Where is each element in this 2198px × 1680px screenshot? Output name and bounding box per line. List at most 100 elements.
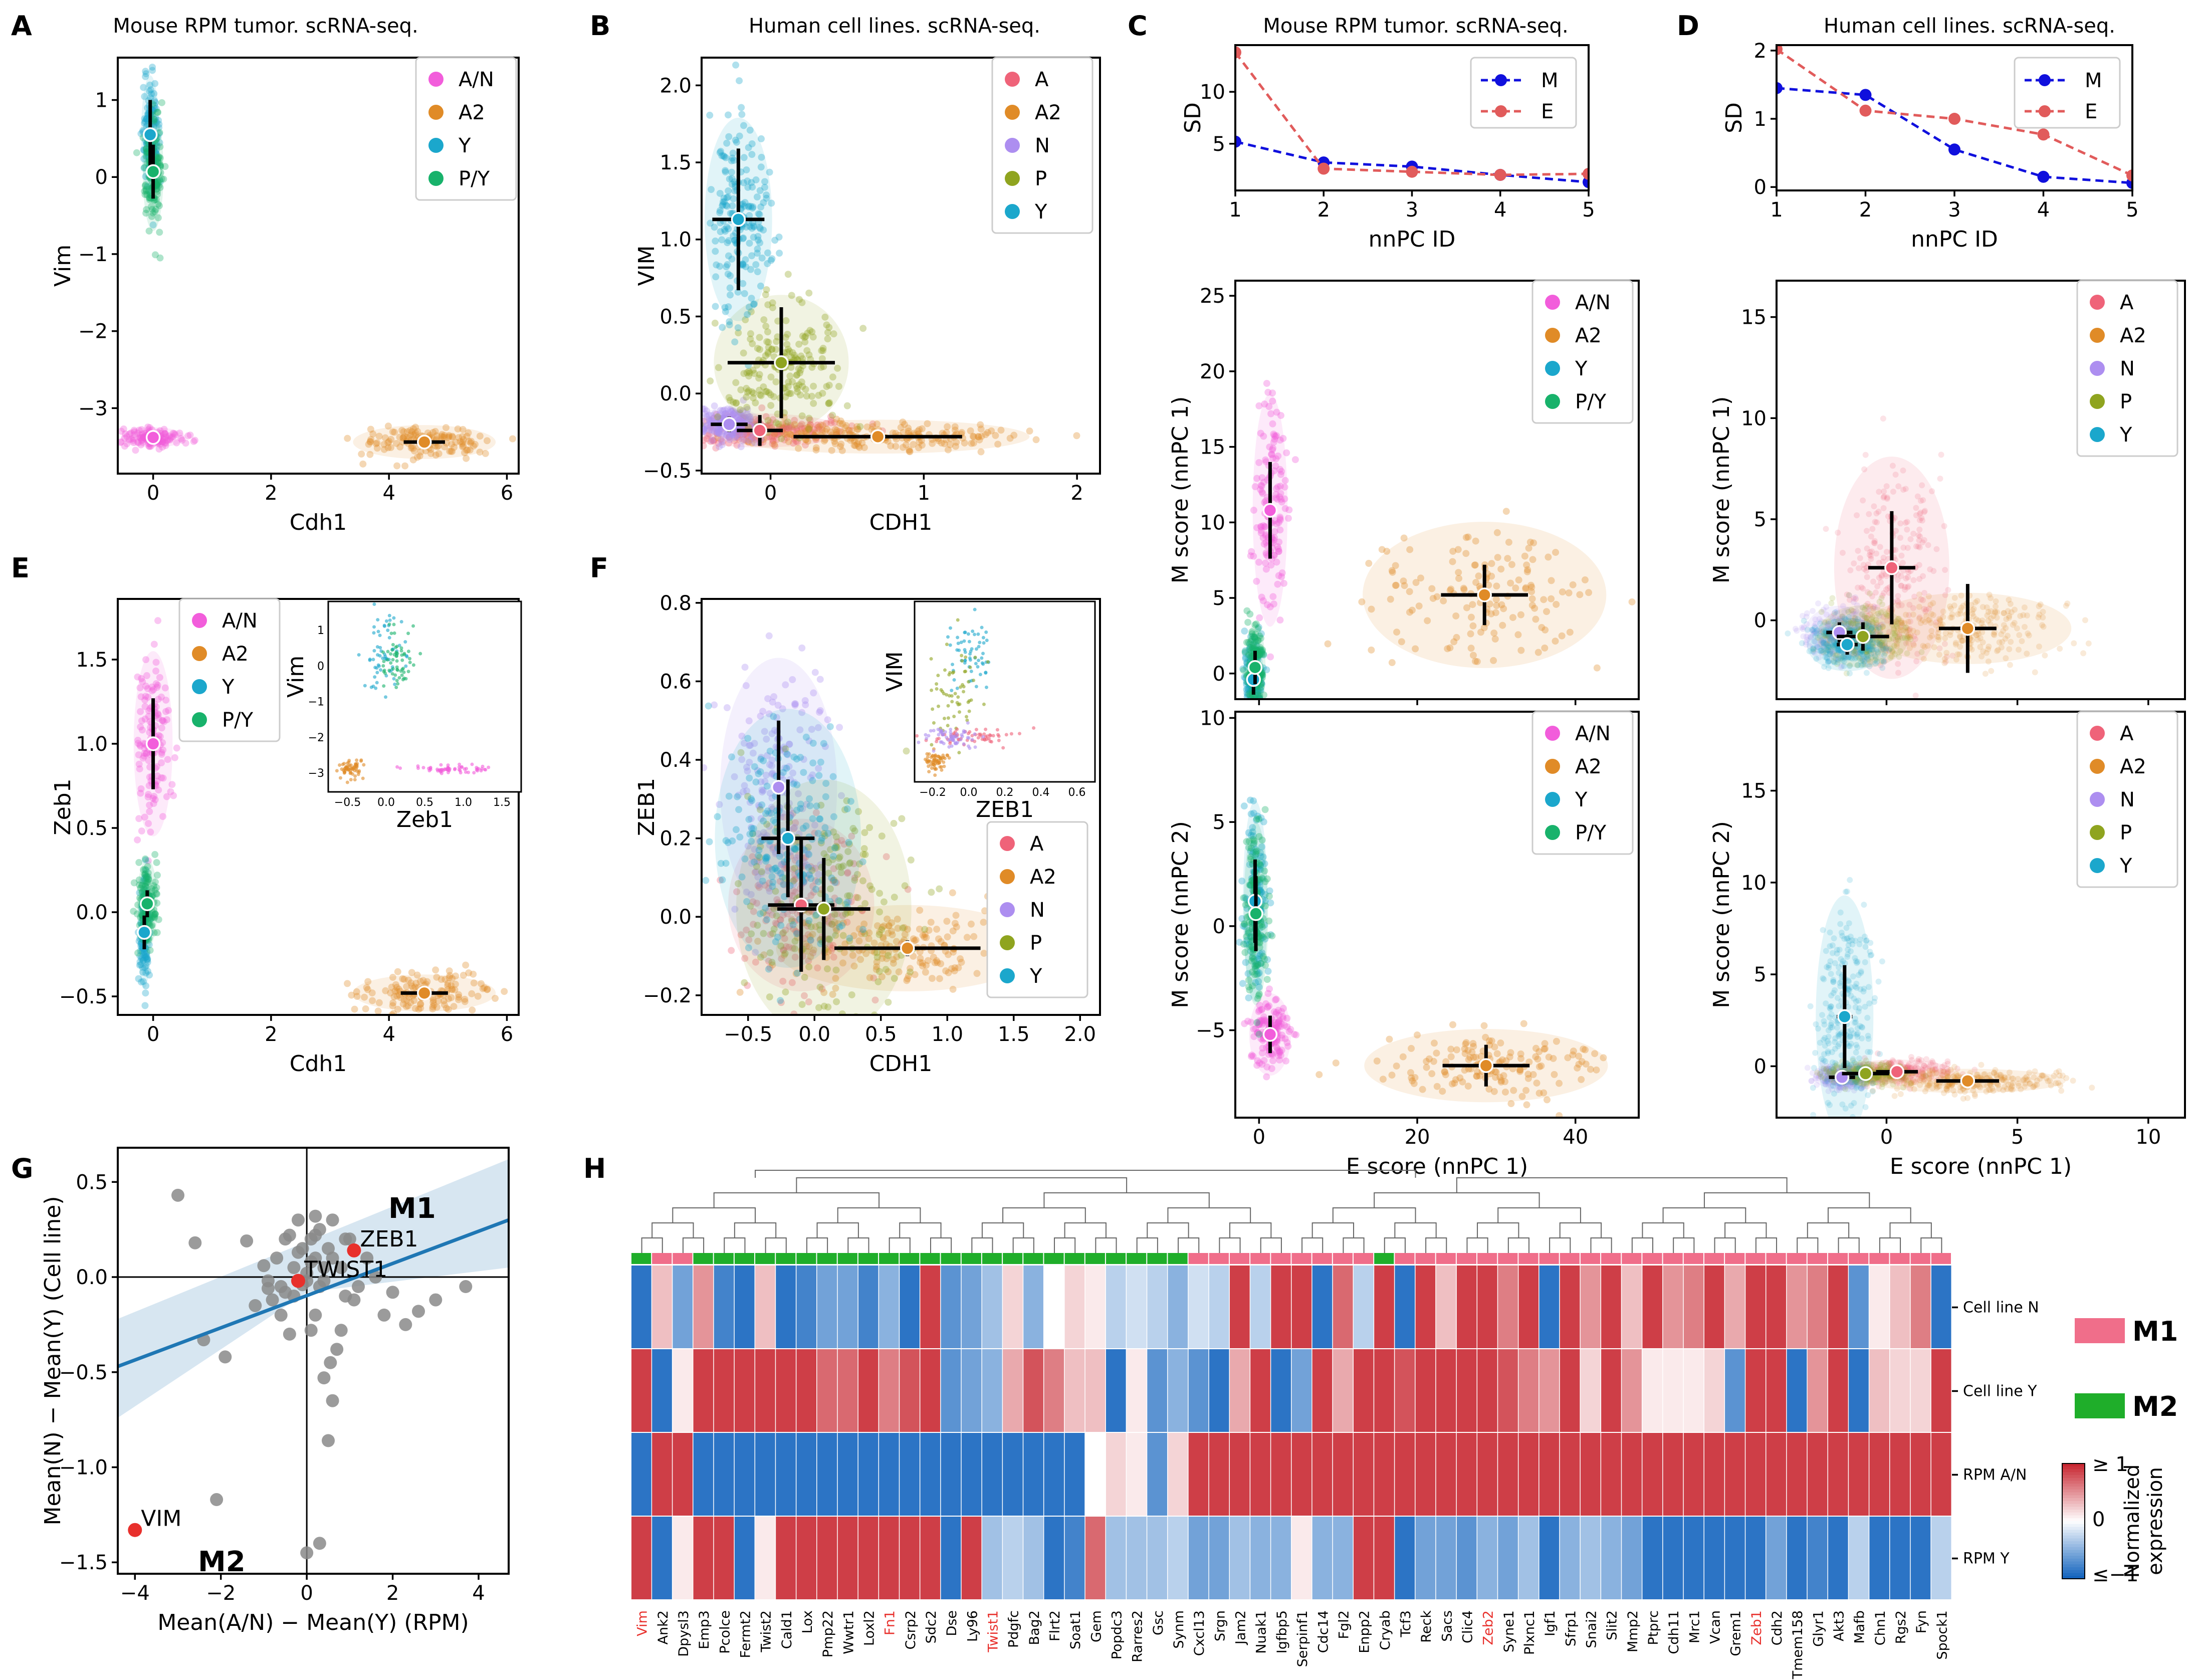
point-N [789, 676, 796, 684]
point-A/N [1255, 459, 1263, 466]
point-N [703, 413, 711, 421]
point-Y [142, 989, 149, 997]
point-A/N [134, 740, 142, 747]
point-Y [1261, 891, 1269, 898]
point-A/N [1256, 486, 1264, 493]
point-N [762, 771, 770, 779]
point-A2 [484, 985, 491, 993]
point-A2 [1387, 595, 1394, 603]
point-A [781, 431, 789, 438]
point-A/N [139, 435, 147, 442]
point-N [769, 769, 776, 777]
point-A/N [1274, 1045, 1281, 1053]
inset-point-A [982, 732, 986, 736]
inset-point-A2 [342, 761, 346, 765]
point-Y [766, 168, 773, 176]
point-A2 [918, 442, 926, 449]
point-A [777, 999, 785, 1006]
point-A/N [142, 750, 150, 758]
point-A [789, 892, 797, 900]
point-Y [1257, 814, 1265, 821]
point-A2 [1532, 1044, 1540, 1052]
inset-point-N [937, 733, 941, 737]
point-A2 [903, 977, 911, 984]
point-P [727, 396, 734, 404]
point-A2 [791, 421, 798, 428]
point-P/Y [142, 145, 150, 152]
point-A2 [1569, 581, 1577, 588]
point-P [825, 935, 833, 943]
point-A2 [408, 443, 415, 450]
point-Y [150, 120, 158, 128]
point-A/N [1273, 432, 1280, 440]
point-A/N [1275, 548, 1282, 555]
panel-titles: Mouse RPM tumor. scRNA-seq. Human cell l… [113, 15, 2115, 38]
inset-point-A [968, 730, 972, 734]
point-P [766, 993, 773, 1001]
point-Y [1249, 953, 1256, 960]
point-A [762, 917, 770, 925]
point-A2 [446, 967, 453, 975]
point-P/Y [158, 175, 165, 182]
inset-point-P [973, 656, 977, 660]
point-P/Y [142, 875, 150, 883]
point-Y [1255, 983, 1263, 991]
panel-label-f: F [590, 552, 608, 584]
point-A2 [855, 937, 863, 945]
inset-point-N [925, 736, 929, 740]
inset-point-Y [372, 649, 376, 653]
point-P [810, 382, 817, 390]
point-N [685, 422, 692, 429]
point-A/N [1255, 1008, 1262, 1015]
point-A/N [182, 440, 189, 447]
point-P [784, 383, 792, 390]
point-P [757, 953, 764, 961]
point-Y [140, 875, 148, 882]
point-P/Y [141, 855, 149, 863]
point-Y [780, 893, 788, 901]
inset-point-P/Y [406, 650, 410, 654]
point-A2 [1556, 1080, 1563, 1087]
point-Y [1246, 933, 1254, 941]
point-A2 [1493, 529, 1501, 536]
point-A/N [1275, 1019, 1282, 1026]
point-P [762, 388, 769, 395]
point-A2 [1653, 563, 1660, 570]
point-A2 [1505, 538, 1512, 546]
point-P/Y [1258, 651, 1266, 658]
inset-point-P [959, 685, 963, 689]
point-P [876, 908, 884, 916]
point-Y [740, 154, 748, 161]
point-N [747, 415, 754, 423]
point-A [792, 875, 799, 883]
point-A/N [1247, 1018, 1255, 1026]
point-P [786, 347, 793, 355]
point-Y [1243, 686, 1250, 693]
point-Y [718, 236, 726, 244]
point-A2 [1497, 1078, 1505, 1086]
point-Y [1256, 886, 1264, 894]
point-A/N [137, 693, 145, 701]
point-A/N [1257, 1035, 1265, 1042]
legend-marker-E [2039, 105, 2051, 117]
point-A2 [461, 995, 469, 1003]
series-point-E [1948, 113, 1960, 125]
point-A [745, 936, 753, 944]
point-A2 [873, 922, 881, 930]
point-Y [1249, 850, 1256, 858]
point-Y [748, 140, 756, 147]
point-A2 [403, 428, 411, 436]
point-A2 [441, 443, 449, 451]
point-A/N [163, 716, 171, 724]
point-A2 [1486, 600, 1493, 608]
point-Y [143, 953, 150, 960]
point-A [763, 911, 770, 919]
inset-point-P/Y [399, 649, 403, 653]
point-P/Y [145, 187, 152, 195]
inset-point-P [945, 643, 949, 647]
point-Y [820, 740, 827, 747]
point-A2 [433, 443, 441, 451]
legend-label-A: A [1035, 68, 1049, 91]
point-A/N [1276, 526, 1284, 534]
point-A [779, 911, 787, 919]
